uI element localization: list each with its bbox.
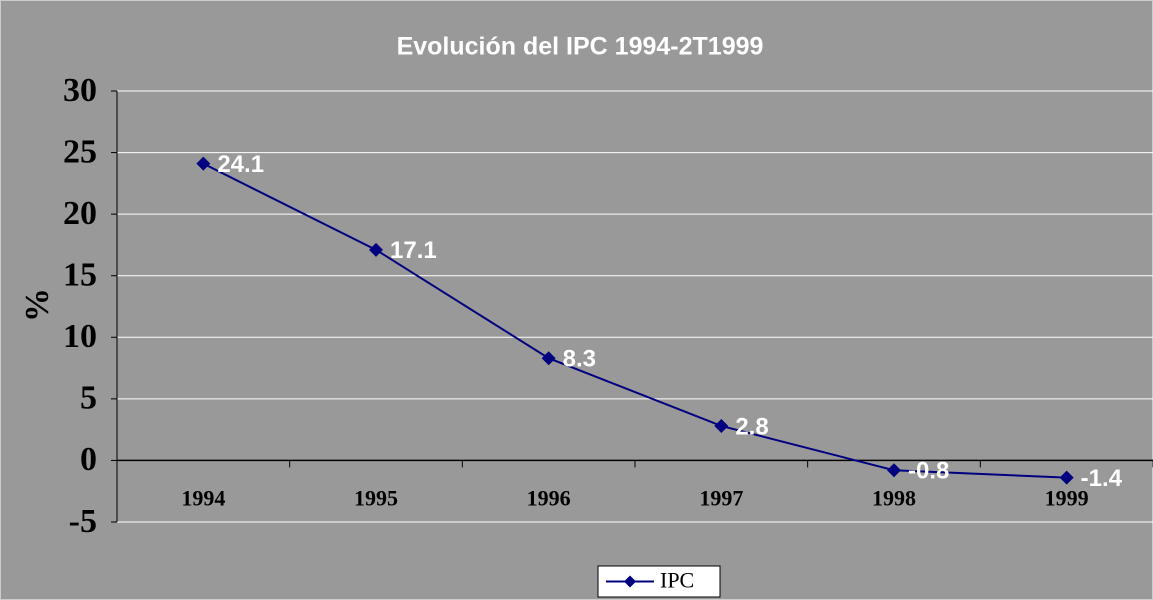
- x-tick-label: 1994: [181, 485, 225, 510]
- data-label: 17.1: [390, 237, 437, 264]
- y-axis-label: %: [19, 288, 56, 322]
- y-tick-label: 15: [63, 257, 97, 294]
- y-tick-label: 25: [63, 133, 97, 170]
- data-label: 2.8: [735, 413, 768, 440]
- y-tick-label: 20: [63, 195, 97, 232]
- x-tick-label: 1995: [354, 485, 398, 510]
- x-tick-label: 1996: [527, 485, 571, 510]
- data-point: [196, 156, 211, 171]
- y-tick-label: -5: [69, 503, 97, 540]
- data-point: [714, 418, 729, 433]
- data-label: 24.1: [217, 151, 264, 178]
- chart-title: Evolución del IPC 1994-2T1999: [397, 33, 764, 61]
- data-point: [369, 242, 383, 257]
- legend-marker: [624, 575, 636, 588]
- y-tick-label: 10: [63, 318, 97, 355]
- data-point: [887, 463, 901, 478]
- y-tick-label: 5: [80, 380, 97, 417]
- x-tick-label: 1998: [872, 485, 916, 510]
- data-point: [1059, 470, 1074, 485]
- data-label: -0.8: [908, 458, 949, 485]
- x-tick-label: 1999: [1045, 485, 1089, 510]
- y-tick-label: 30: [63, 72, 97, 109]
- series-line: [202, 162, 1067, 479]
- y-tick-label: 0: [80, 441, 97, 478]
- data-label: 8.3: [563, 346, 596, 373]
- legend-label: IPC: [660, 568, 694, 593]
- data-point: [541, 351, 556, 366]
- data-label: -1.4: [1081, 465, 1123, 492]
- x-tick-label: 1997: [699, 485, 743, 510]
